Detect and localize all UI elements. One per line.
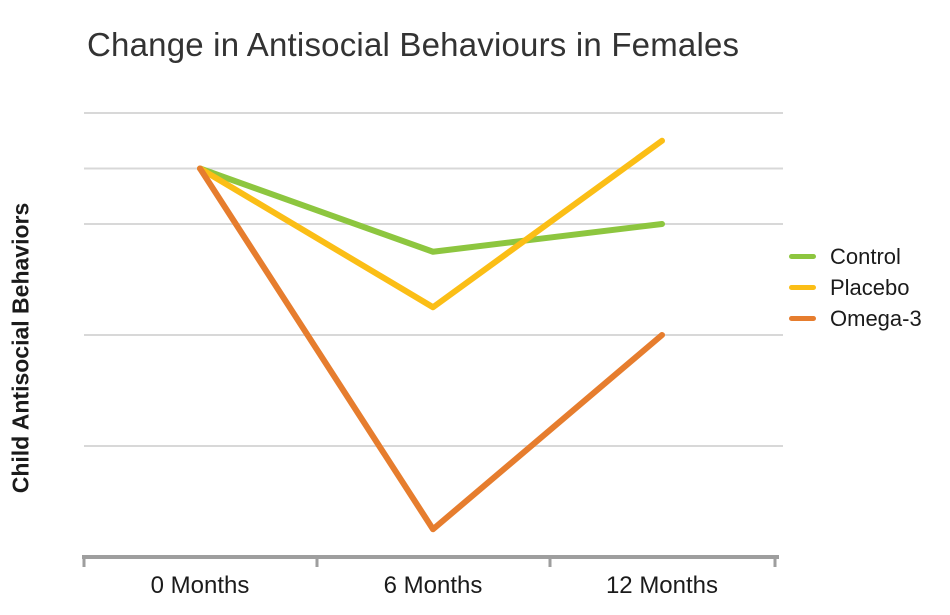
series-line-placebo (197, 137, 665, 311)
x-tick-label-6-months: 6 Months (383, 572, 483, 599)
legend-swatch-placebo (789, 285, 816, 290)
legend: Control Placebo Omega-3 (789, 241, 922, 334)
legend-swatch-control (789, 254, 816, 259)
legend-label-placebo: Placebo (830, 274, 910, 300)
legend-item-omega3: Omega-3 (789, 303, 922, 334)
legend-label-control: Control (830, 243, 901, 269)
legend-item-placebo: Placebo (789, 272, 922, 303)
legend-label-omega3: Omega-3 (830, 305, 922, 331)
x-tick-label-0-months: 0 Months (150, 572, 250, 599)
chart-title: Change in Antisocial Behaviours in Femal… (87, 26, 740, 63)
legend-item-control: Control (789, 241, 922, 272)
x-tick-label-12-months: 12 Months (605, 572, 719, 599)
series-line-omega3 (197, 165, 665, 533)
series-line-control (197, 165, 665, 255)
legend-swatch-omega3 (789, 316, 816, 321)
